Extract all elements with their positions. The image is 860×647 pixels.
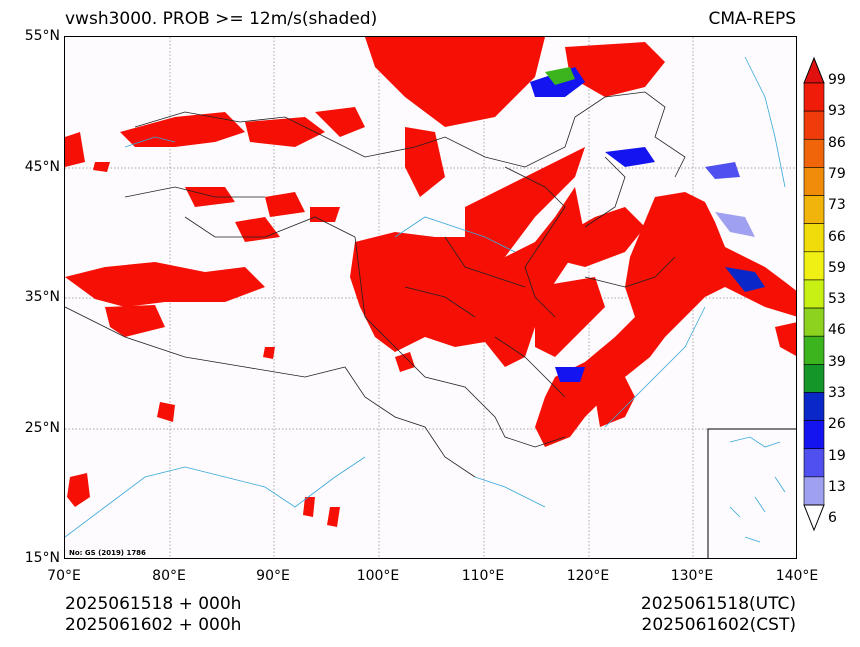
colorbar-segment [803, 138, 825, 168]
colorbar-segment [803, 364, 825, 393]
boundaries [65, 91, 686, 478]
lon-label-100: 100°E [356, 568, 400, 584]
lon-label-110: 110°E [461, 568, 505, 584]
colorbar-segment [803, 223, 825, 253]
colorbar-segment [803, 110, 825, 140]
map-title: vwsh3000. PROB >= 12m/s(shaded) [65, 9, 378, 29]
colorbar-label: 73 [828, 197, 846, 214]
colorbar-label: 99 [828, 72, 846, 88]
colorbar-label: 6 [828, 510, 837, 527]
footer-left: 2025061518 + 000h 2025061602 + 000h [65, 594, 241, 636]
colorbar-label: 59 [828, 259, 846, 276]
colorbar-segment [803, 335, 825, 365]
lon-label-70: 70°E [47, 568, 81, 584]
colorbar [803, 56, 825, 532]
lon-label-80: 80°E [152, 568, 186, 584]
map-panel [64, 36, 797, 559]
colorbar-top-arrow [803, 56, 825, 84]
colorbar-segment [803, 82, 825, 112]
colorbar-segment [803, 420, 825, 450]
colorbar-segment [803, 307, 825, 337]
colorbar-bottom-arrow [803, 504, 825, 532]
lat-label-45: 45°N [24, 159, 60, 175]
colorbar-segment [803, 448, 825, 478]
south-china-sea-inset [707, 428, 796, 558]
colorbar-segment [803, 392, 825, 421]
lon-label-90: 90°E [256, 568, 290, 584]
footer-right: 2025061518(UTC) 2025061602(CST) [641, 594, 796, 636]
lon-label-130: 130°E [670, 568, 714, 584]
valid-time-cst: 2025061602(CST) [641, 615, 796, 635]
colorbar-label: 19 [828, 447, 846, 464]
map-approval-number: No: GS (2019) 1786 [69, 549, 146, 557]
colorbar-label: 86 [828, 134, 846, 151]
lon-label-140: 140°E [775, 568, 819, 584]
colorbar-label: 13 [828, 478, 846, 495]
coastlines-rivers [65, 56, 786, 538]
colorbar-label: 39 [828, 353, 846, 370]
colorbar-segment [803, 279, 825, 309]
colorbar-label: 53 [828, 291, 846, 308]
colorbar-label: 33 [828, 385, 846, 401]
colorbar-segment [803, 476, 825, 506]
low-probability-shading [530, 67, 765, 382]
colorbar-label: 93 [828, 103, 846, 120]
colorbar-segment [803, 167, 825, 196]
probability-shading [65, 37, 796, 527]
lat-label-25: 25°N [24, 420, 60, 436]
colorbar-segment [803, 195, 825, 224]
valid-time-utc: 2025061518(UTC) [640, 594, 796, 614]
model-name: CMA-REPS [708, 9, 796, 29]
lat-label-15: 15°N [24, 550, 60, 566]
colorbar-segment [803, 251, 825, 281]
lat-label-35: 35°N [24, 289, 60, 305]
colorbar-label: 66 [828, 228, 846, 245]
map-svg [65, 37, 796, 558]
colorbar-segments [803, 82, 825, 506]
forecast-init-cst: 2025061602 + 000h [65, 615, 242, 635]
colorbar-label: 79 [828, 165, 846, 182]
lon-label-120: 120°E [566, 568, 610, 584]
lat-label-55: 55°N [24, 28, 60, 44]
forecast-init-utc: 2025061518 + 000h [65, 594, 242, 614]
colorbar-label: 46 [828, 322, 846, 339]
colorbar-label: 26 [828, 416, 846, 433]
